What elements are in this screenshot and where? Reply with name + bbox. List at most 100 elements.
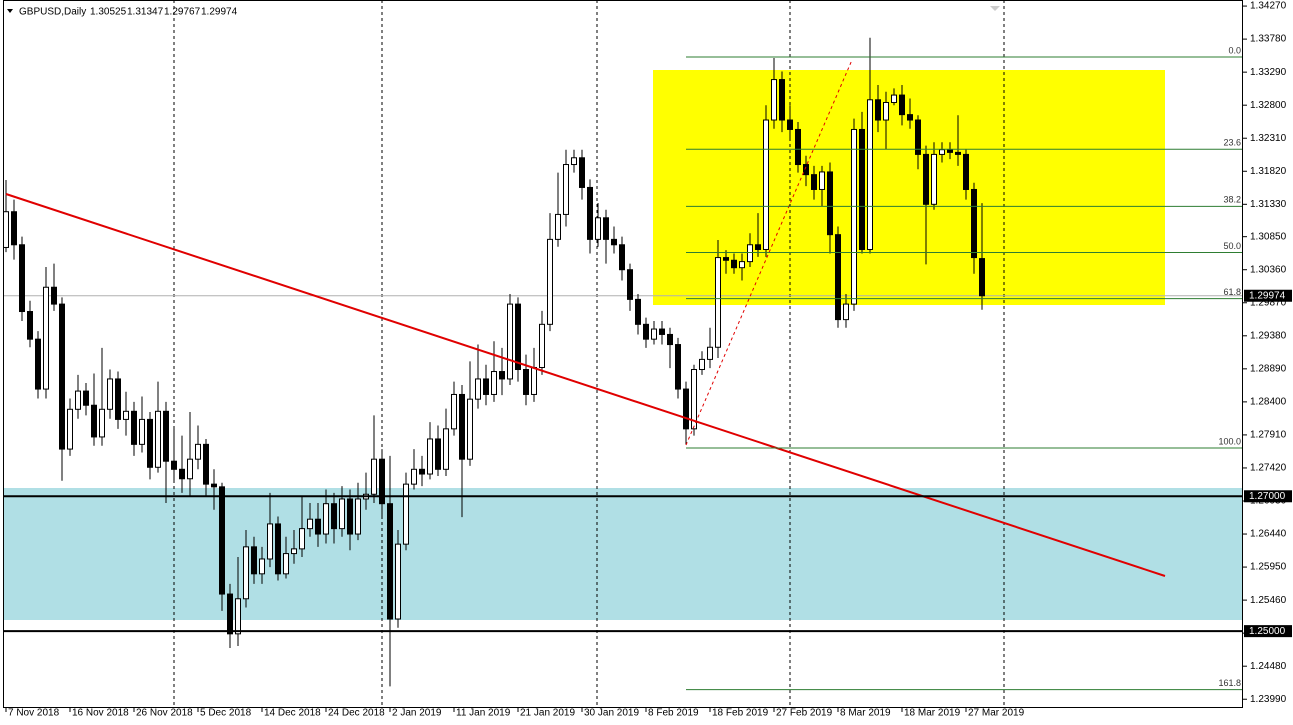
y-tick-label: 1.27910 [1250, 430, 1287, 441]
candle-body [979, 258, 985, 297]
candle-body [507, 303, 513, 380]
y-tick-label: 1.25460 [1250, 595, 1287, 606]
x-tick-label: 26 Nov 2018 [136, 708, 193, 719]
x-tick-label: 24 Dec 2018 [328, 708, 385, 719]
candle-body [123, 410, 129, 420]
candle-body [971, 188, 977, 259]
candle-body [195, 443, 201, 460]
candle-body [131, 410, 137, 445]
annotations-front: 0.0 23.6 38.2 50.0 61.8 100.0 161.8 [4, 6, 1243, 691]
candle-body [163, 410, 169, 462]
candle-body [707, 346, 713, 360]
period-separators [173, 0, 1005, 708]
candle-body [139, 418, 145, 445]
candle-body [27, 311, 33, 340]
candle-body [563, 164, 569, 215]
candle-body [323, 503, 329, 535]
candle-body [555, 213, 561, 240]
candle-body [331, 503, 337, 530]
y-tick-label: 1.32310 [1250, 133, 1287, 144]
candle-body [315, 518, 321, 535]
candle-body [635, 298, 641, 325]
candle-body [691, 369, 697, 430]
fib-label: 23.6 [1223, 138, 1241, 148]
level-price-box [1244, 490, 1292, 503]
candle-body [371, 458, 377, 495]
candle-body [83, 390, 89, 406]
time-axis-bg [0, 708, 1293, 725]
menu-arrow[interactable] [7, 9, 13, 13]
candle-body [75, 390, 81, 410]
candle-body [667, 333, 673, 346]
x-tick-label: 8 Feb 2019 [648, 708, 699, 719]
candle-body [539, 323, 545, 368]
candle-body [931, 153, 937, 205]
level-price-label: 1.27000 [1249, 491, 1286, 502]
candle-body [723, 257, 729, 261]
candle-body [459, 393, 465, 460]
fib-label: 38.2 [1223, 195, 1241, 205]
candle-body [435, 438, 441, 470]
ohlc-open: 1.30525 [90, 7, 127, 18]
candle-body [355, 498, 361, 535]
candle-body [763, 119, 769, 250]
candle-body [187, 458, 193, 480]
candle-body [651, 328, 657, 340]
annotations-back [4, 0, 1243, 708]
candle-body [547, 238, 553, 325]
ohlc-close: 1.29974 [201, 7, 238, 18]
candle-body [587, 186, 593, 240]
y-tick-label: 1.30850 [1250, 231, 1287, 242]
y-tick-label: 1.28890 [1250, 363, 1287, 374]
candle-body [107, 378, 113, 410]
candles [3, 37, 985, 687]
candle-body [739, 261, 745, 269]
y-tick-label: 1.28400 [1250, 397, 1287, 408]
chart-title: GBPUSD,Daily [19, 7, 86, 18]
candle-body [603, 217, 609, 240]
candle-body [99, 408, 105, 438]
y-tick-label: 1.33780 [1250, 34, 1287, 45]
candle-body [955, 151, 961, 155]
x-tick-label: 27 Feb 2019 [776, 708, 833, 719]
candle-body [883, 101, 889, 121]
x-tick-label: 14 Dec 2018 [264, 708, 321, 719]
candle-body [627, 269, 633, 300]
candle-body [571, 157, 577, 166]
candle-body [827, 171, 833, 236]
x-tick-label: 18 Feb 2019 [712, 708, 769, 719]
candle-body [227, 593, 233, 635]
y-tick-label: 1.31330 [1250, 199, 1287, 210]
ohlc-high: 1.31347 [127, 7, 164, 18]
candle-body [347, 498, 353, 535]
candle-body [411, 468, 417, 485]
candle-body [779, 79, 785, 121]
candle-body [963, 153, 969, 190]
x-tick-label: 7 Nov 2018 [8, 708, 60, 719]
candle-body [795, 128, 801, 166]
candle-body [579, 157, 585, 188]
candle-body [811, 174, 817, 190]
y-tick-label: 1.27420 [1250, 463, 1287, 474]
candle-body [3, 211, 9, 248]
candle-body [787, 119, 793, 130]
candle-body [947, 149, 953, 153]
candle-body [731, 259, 737, 269]
candle-body [115, 378, 121, 420]
candle-body [867, 99, 873, 250]
candle-body [59, 303, 65, 450]
trend-line [5, 193, 1166, 577]
fib-label: 100.0 [1218, 436, 1241, 446]
candle-body [755, 244, 761, 250]
x-tick-label: 21 Jan 2019 [520, 708, 575, 719]
support-zone [4, 488, 1243, 620]
candle-body [875, 99, 881, 121]
candle-body [43, 286, 49, 390]
y-tick-label: 1.30360 [1250, 264, 1287, 275]
candle-body [531, 366, 537, 395]
y-tick-label: 1.29380 [1250, 330, 1287, 341]
candle-body [35, 338, 41, 390]
level-price-label: 1.25000 [1249, 626, 1286, 637]
candle-body [275, 523, 281, 575]
